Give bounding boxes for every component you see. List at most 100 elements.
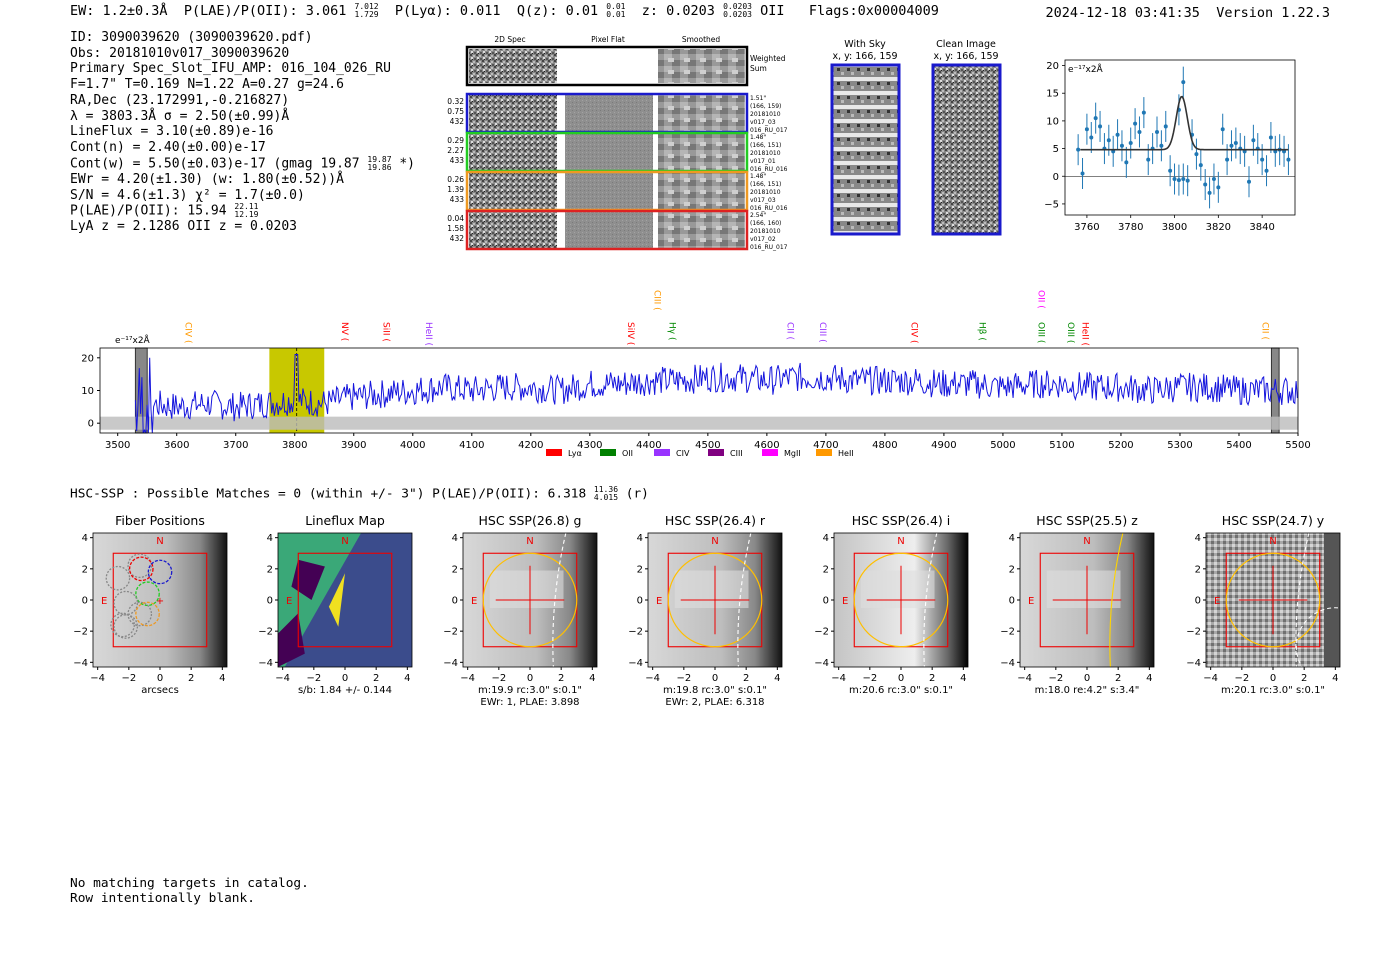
- header-z-line: OII: [760, 3, 785, 19]
- cutout-right-label: v017_02: [750, 236, 776, 243]
- hsc-caption-2: EWr: 1, PLAE: 3.898: [480, 697, 579, 708]
- spectrum-unit-label: e⁻¹⁷x2Å: [115, 334, 151, 346]
- cutout-left-label: 432: [450, 234, 465, 243]
- spectral-line-label: OIII (: [1065, 322, 1075, 343]
- hsc-xtick-label: −4: [460, 673, 475, 684]
- hsc-panel-6: HSC SSP(24.7) y N E −4−4 −2 −2 0 0 2 2 4 4 m:20.1 rc…: [1186, 513, 1350, 696]
- legend-swatch: [708, 449, 724, 456]
- zoom-data-point: [1268, 135, 1273, 140]
- hsc-xtick-label: −2: [676, 673, 691, 684]
- zoom-ytick-label: −5: [1044, 199, 1059, 210]
- zoom-data-point: [1203, 182, 1208, 187]
- zoom-data-point: [1251, 138, 1256, 143]
- zoom-data-point: [1286, 157, 1291, 162]
- cutout-left-label: 433: [450, 156, 465, 165]
- timestamp: 2024-12-18 03:41:35: [1045, 5, 1200, 21]
- clean-image-title: Clean Image: [936, 39, 996, 50]
- spectrum-xtick-label: 3700: [223, 440, 248, 451]
- cutout-right-label: 016_RU_016: [750, 166, 788, 173]
- lineflux-blob: [291, 559, 325, 600]
- cutout-smooth-1: [658, 134, 745, 170]
- spectrum-xtick-label: 4400: [636, 440, 661, 451]
- hsc-image-feature: [860, 570, 935, 609]
- hsc-panel-title: HSC SSP(26.4) r: [665, 513, 766, 528]
- cutout-right-label: (166, 160): [750, 220, 781, 227]
- zoom-xtick-label: 3840: [1249, 222, 1274, 233]
- legend-swatch: [546, 449, 562, 456]
- legend-swatch: [816, 449, 832, 456]
- info-lineflux: LineFlux = 3.10(±0.89)e-16: [70, 124, 274, 140]
- zoom-data-point: [1159, 143, 1164, 148]
- hsc-ytick-label: −2: [258, 627, 273, 638]
- zoom-data-point: [1141, 110, 1146, 115]
- legend-swatch: [762, 449, 778, 456]
- north-label: N: [711, 536, 718, 547]
- cutout-flat-1: [565, 134, 653, 170]
- hsc-ytick-label: 4: [823, 533, 829, 544]
- header-plya: P(Lyα): 0.011: [394, 3, 501, 19]
- hsc-caption-1: m:19.9 rc:3.0" s:0.1": [478, 685, 582, 696]
- weighted-label-2: Sum: [750, 64, 767, 73]
- east-label: E: [656, 596, 662, 607]
- zoom-data-point: [1128, 141, 1133, 146]
- hsc-image-feature: [674, 570, 749, 609]
- north-label: N: [341, 536, 348, 547]
- header-plae-range: 7.012 1.729: [354, 2, 379, 19]
- hsc-ytick-label: −2: [1000, 627, 1015, 638]
- zoom-data-point: [1229, 143, 1234, 148]
- hsc-ytick-label: −4: [1000, 658, 1015, 669]
- hsc-ytick-label: 0: [823, 596, 829, 607]
- header-plae: P(LAE)/P(OII): 3.061: [183, 3, 347, 19]
- hsc-caption-1: m:19.8 rc:3.0" s:0.1": [663, 685, 767, 696]
- hsc-xtick-label: 0: [342, 673, 348, 684]
- hsc-ytick-label: 2: [452, 564, 458, 575]
- cutout-flat-0: [565, 95, 653, 131]
- info-radec: RA,Dec (23.172991,-0.216827): [70, 92, 290, 108]
- cutout-left-label: 1.39: [447, 185, 464, 194]
- zoom-data-point: [1093, 116, 1098, 121]
- footer-line-1: No matching targets in catalog.: [70, 876, 309, 891]
- hsc-ytick-label: 2: [1009, 564, 1015, 575]
- aperture-circle: [1225, 552, 1321, 648]
- info-id: ID: 3090039620 (3090039620.pdf): [70, 30, 313, 45]
- spectrum-xtick-label: 5200: [1108, 440, 1133, 451]
- hsc-ytick-label: 2: [267, 564, 273, 575]
- zoom-data-point: [1119, 143, 1124, 148]
- neighbor-aperture-arc: [923, 532, 938, 668]
- hsc-ytick-label: 4: [452, 533, 458, 544]
- spectral-line-label: Hγ (: [666, 322, 676, 340]
- zoom-data-point: [1106, 138, 1111, 143]
- cutout-left-label: 0.26: [447, 175, 464, 184]
- hsc-xtick-label: −4: [1203, 673, 1218, 684]
- hsc-xtick-label: 4: [1146, 673, 1152, 684]
- zoom-data-point: [1076, 147, 1081, 152]
- zoom-unit-label: e⁻¹⁷x2Å: [1068, 63, 1104, 75]
- info-contn: Cont(n) = 2.40(±0.00)e-17: [70, 139, 266, 155]
- zoom-data-point: [1207, 190, 1212, 195]
- fiber-circle: [110, 612, 135, 638]
- zoom-data-point: [1264, 168, 1269, 173]
- zoom-data-point: [1146, 157, 1151, 162]
- hsc-ytick-label: −2: [1186, 627, 1201, 638]
- hsc-xtick-label: 4: [960, 673, 966, 684]
- sky-images: With Sky x, y: 166, 159 Clean Image x, y…: [830, 39, 1002, 236]
- hsc-xtick-label: 0: [157, 673, 163, 684]
- zoom-data-point: [1181, 177, 1186, 182]
- hsc-image-feature: [489, 570, 564, 609]
- hsc-ytick-label: 0: [452, 596, 458, 607]
- hsc-ytick-label: 0: [637, 596, 643, 607]
- hsc-ytick-label: −2: [73, 627, 88, 638]
- lineflux-peak: [328, 573, 345, 627]
- hsc-xtick-label: 2: [1301, 673, 1307, 684]
- spectrum-xtick-label: 5100: [1049, 440, 1074, 451]
- cutout-spec-2: [469, 173, 557, 209]
- cutout-smooth-2: [658, 173, 745, 209]
- hsc-xtick-label: 2: [929, 673, 935, 684]
- zoom-line-fit-chart: −5 0 5 10 15 20 3760 3780 3800 3820 3840 e⁻¹⁷x2Å: [1044, 59, 1296, 233]
- spectrum-xtick-label: 4700: [813, 440, 838, 451]
- cutout-right-label: 1.48": [750, 173, 766, 180]
- cutout-left-label: 0.32: [447, 97, 464, 106]
- hsc-ytick-label: −2: [628, 627, 643, 638]
- col-header-smoothed: Smoothed: [682, 35, 721, 44]
